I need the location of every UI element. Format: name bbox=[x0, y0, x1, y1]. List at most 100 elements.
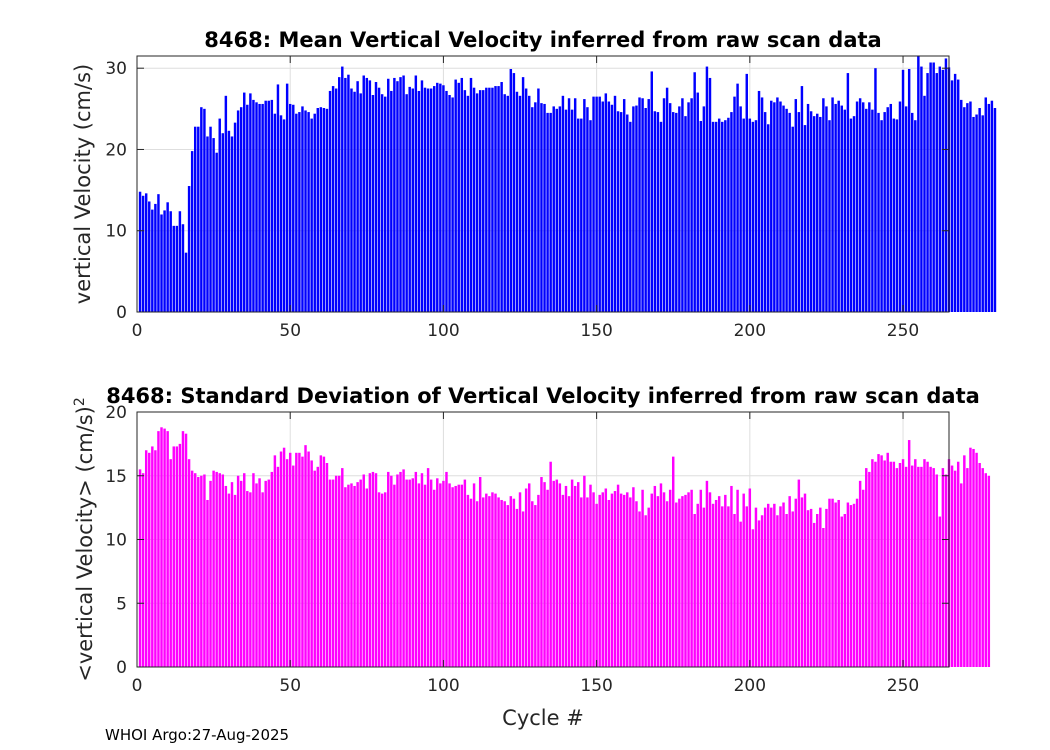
bar bbox=[831, 498, 834, 667]
bar bbox=[469, 498, 473, 667]
bar bbox=[414, 75, 418, 312]
bar bbox=[929, 62, 932, 312]
bar bbox=[708, 77, 712, 312]
bar bbox=[782, 105, 785, 312]
bar bbox=[907, 440, 911, 667]
bar bbox=[993, 108, 997, 312]
bar bbox=[865, 468, 868, 667]
bar bbox=[656, 112, 660, 312]
bar bbox=[610, 493, 614, 667]
bar bbox=[448, 483, 451, 667]
bar bbox=[978, 463, 981, 667]
bar bbox=[301, 106, 304, 312]
bar bbox=[350, 88, 353, 312]
bar bbox=[402, 75, 405, 312]
bar bbox=[953, 73, 957, 312]
bar bbox=[233, 494, 237, 668]
bar bbox=[322, 108, 326, 312]
bar bbox=[987, 103, 991, 312]
bar bbox=[187, 186, 191, 312]
bar bbox=[659, 483, 663, 667]
bar bbox=[911, 112, 914, 312]
bar bbox=[518, 95, 522, 312]
bar bbox=[570, 479, 574, 667]
bar bbox=[387, 471, 390, 667]
bar bbox=[243, 92, 246, 312]
bar bbox=[785, 514, 788, 667]
bar bbox=[365, 77, 369, 312]
bar bbox=[754, 120, 758, 312]
bar bbox=[705, 66, 709, 312]
x-tick-label: 250 bbox=[887, 676, 919, 696]
bar bbox=[926, 461, 929, 667]
bar bbox=[267, 100, 270, 312]
bar bbox=[175, 225, 179, 312]
bar bbox=[239, 480, 243, 667]
bar bbox=[739, 106, 742, 312]
bar bbox=[218, 473, 221, 667]
bar bbox=[193, 473, 197, 667]
bar bbox=[956, 461, 960, 667]
bar bbox=[806, 510, 810, 667]
bar bbox=[690, 98, 693, 312]
bar bbox=[914, 120, 917, 312]
bar bbox=[586, 497, 589, 667]
x-tick-label: 150 bbox=[580, 676, 612, 696]
bar bbox=[757, 90, 761, 312]
bar bbox=[246, 104, 249, 312]
bar bbox=[172, 225, 175, 312]
bar bbox=[347, 484, 350, 667]
bar bbox=[858, 480, 862, 667]
bar bbox=[665, 87, 669, 312]
bar bbox=[344, 487, 347, 667]
bar bbox=[570, 109, 574, 312]
bar bbox=[313, 470, 316, 667]
bar bbox=[717, 118, 721, 312]
bar bbox=[684, 494, 687, 668]
bar bbox=[377, 87, 381, 312]
bar bbox=[901, 459, 905, 667]
bar bbox=[463, 90, 467, 312]
bar bbox=[429, 88, 433, 312]
bar bbox=[215, 471, 218, 667]
bar bbox=[193, 126, 197, 312]
bar bbox=[619, 493, 623, 667]
bar bbox=[160, 214, 163, 312]
x-tick-label: 0 bbox=[132, 321, 143, 341]
bar bbox=[469, 77, 473, 312]
bar bbox=[420, 473, 424, 667]
bar bbox=[166, 431, 169, 668]
bar bbox=[834, 502, 837, 667]
bar bbox=[249, 492, 252, 667]
bar bbox=[509, 496, 513, 667]
bar bbox=[543, 482, 546, 668]
bar bbox=[941, 468, 945, 667]
bar bbox=[987, 475, 991, 667]
y-tick-label: 10 bbox=[105, 222, 127, 242]
bar bbox=[402, 469, 405, 668]
bar bbox=[865, 108, 868, 312]
y-axis-label-superscript: 2 bbox=[72, 397, 88, 406]
bar bbox=[534, 505, 537, 667]
bar bbox=[524, 88, 528, 312]
bar bbox=[944, 58, 948, 312]
bar bbox=[898, 463, 902, 667]
bar bbox=[310, 460, 313, 667]
bar bbox=[261, 492, 264, 667]
bar bbox=[727, 117, 730, 313]
bar bbox=[457, 484, 460, 667]
bar bbox=[239, 107, 243, 312]
bar bbox=[938, 66, 942, 312]
bar bbox=[898, 101, 902, 312]
bar bbox=[478, 90, 482, 312]
bar bbox=[760, 515, 764, 667]
bar bbox=[200, 475, 203, 667]
bar bbox=[616, 111, 620, 312]
bar bbox=[334, 475, 338, 667]
chart-title: 8468: Mean Vertical Velocity inferred fr… bbox=[204, 28, 881, 52]
bar bbox=[451, 487, 454, 667]
bar bbox=[950, 465, 954, 667]
bar bbox=[181, 431, 185, 668]
bar bbox=[742, 118, 745, 312]
y-tick-label: 0 bbox=[116, 303, 127, 323]
